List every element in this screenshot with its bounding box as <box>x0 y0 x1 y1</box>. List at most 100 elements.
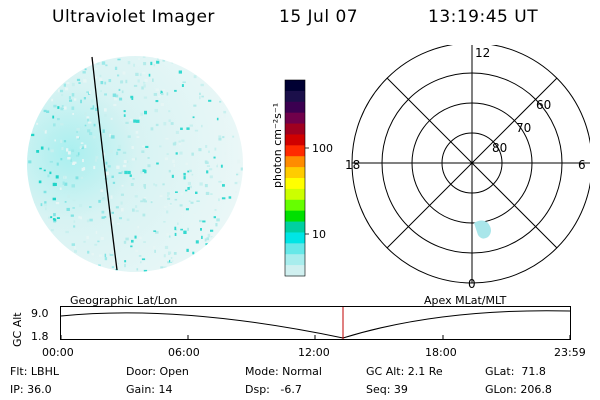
emission-pixel <box>208 150 210 153</box>
emission-pixel <box>87 118 89 122</box>
emission-pixel <box>211 236 215 239</box>
emission-pixel <box>199 219 202 223</box>
emission-pixel <box>143 81 146 84</box>
emission-pixel <box>100 189 104 192</box>
emission-pixel <box>139 73 142 77</box>
emission-pixel <box>117 223 120 225</box>
emission-pixel <box>219 143 224 145</box>
emission-pixel <box>167 192 170 195</box>
emission-pixel <box>240 240 242 243</box>
emission-pixel <box>134 157 137 161</box>
emission-pixel <box>44 203 47 207</box>
emission-pixel <box>137 79 140 83</box>
emission-pixel <box>150 61 153 66</box>
emission-pixel <box>145 145 149 148</box>
emission-pixel <box>27 244 29 248</box>
emission-pixel <box>237 159 241 164</box>
emission-pixel <box>24 124 26 127</box>
emission-pixel <box>168 110 171 113</box>
emission-pixel <box>101 210 105 214</box>
emission-pixel <box>61 105 64 107</box>
emission-pixel <box>222 184 225 187</box>
emission-pixel <box>127 135 131 138</box>
emission-pixel <box>46 237 49 240</box>
emission-pixel <box>72 207 75 209</box>
emission-pixel <box>101 216 105 219</box>
emission-pixel <box>141 145 145 148</box>
emission-pixel <box>196 200 200 202</box>
emission-pixel <box>205 57 207 61</box>
colorbar-segment <box>285 90 305 103</box>
emission-pixel <box>53 213 56 217</box>
emission-pixel <box>237 122 240 126</box>
emission-pixel <box>97 240 100 243</box>
emission-pixel <box>185 270 188 272</box>
emission-pixel <box>101 61 106 65</box>
emission-pixel <box>52 249 56 254</box>
emission-pixel <box>237 207 240 210</box>
emission-pixel <box>71 60 75 64</box>
emission-pixel <box>188 240 192 243</box>
emission-pixel <box>221 197 226 200</box>
emission-pixel <box>243 203 246 206</box>
emission-pixel <box>142 56 146 58</box>
emission-pixel <box>192 251 195 255</box>
emission-pixel <box>44 201 47 205</box>
emission-pixel <box>133 119 137 123</box>
emission-pixel <box>193 104 197 107</box>
emission-pixel <box>169 203 172 205</box>
emission-pixel <box>134 195 138 198</box>
emission-pixel <box>51 61 55 66</box>
emission-pixel <box>24 65 26 69</box>
emission-pixel <box>201 124 203 128</box>
emission-pixel <box>118 144 122 148</box>
emission-pixel <box>104 216 107 218</box>
emission-pixel <box>81 167 84 172</box>
emission-pixel <box>78 82 81 84</box>
emission-pixel <box>89 132 93 136</box>
emission-pixel <box>42 129 46 132</box>
emission-pixel <box>68 96 71 99</box>
emission-pixel <box>21 111 24 114</box>
emission-pixel <box>174 89 177 92</box>
emission-pixel <box>45 62 49 66</box>
colorbar-segment <box>285 167 305 179</box>
emission-pixel <box>69 99 73 102</box>
timeline-left-label: Geographic Lat/Lon <box>70 294 178 307</box>
colorbar-tick-10: 10 <box>312 228 326 241</box>
emission-pixel <box>86 116 90 119</box>
emission-pixel <box>237 215 240 218</box>
emission-pixel <box>179 204 183 207</box>
emission-pixel <box>156 57 159 61</box>
emission-pixel <box>25 148 27 151</box>
emission-pixel <box>71 82 75 87</box>
emission-pixel <box>217 58 221 62</box>
emission-pixel <box>43 190 47 194</box>
emission-pixel <box>119 217 122 220</box>
emission-pixel <box>91 253 94 256</box>
emission-pixel <box>122 164 127 168</box>
emission-pixel <box>181 84 184 87</box>
emission-pixel <box>46 244 51 247</box>
emission-pixel <box>91 99 94 103</box>
emission-pixel <box>39 167 42 170</box>
emission-pixel <box>70 158 72 162</box>
emission-pixel <box>216 218 220 222</box>
emission-pixel <box>139 236 142 240</box>
emission-pixel <box>54 139 56 142</box>
emission-pixel <box>147 157 150 159</box>
emission-pixel <box>120 193 124 196</box>
emission-pixel <box>132 178 135 180</box>
emission-pixel <box>216 163 218 168</box>
emission-pixel <box>141 258 146 261</box>
emission-pixel <box>100 237 104 240</box>
emission-pixel <box>195 191 198 194</box>
emission-pixel <box>49 160 53 163</box>
emission-pixel <box>93 123 96 127</box>
emission-pixel <box>89 91 91 95</box>
emission-pixel <box>57 118 60 121</box>
emission-pixel <box>171 174 174 178</box>
emission-pixel <box>47 251 51 254</box>
emission-pixel <box>46 60 49 63</box>
emission-pixel <box>193 63 196 66</box>
